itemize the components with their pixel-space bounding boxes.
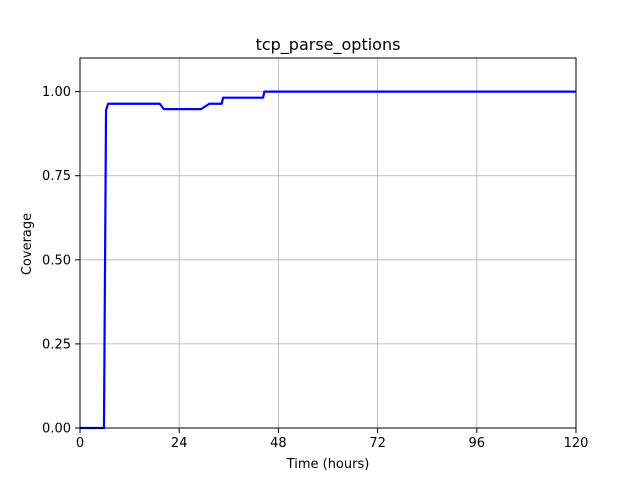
y-tick-label: 1.00 xyxy=(42,85,71,100)
y-axis: 0.00 0.25 0.50 0.75 1.00 xyxy=(42,85,80,437)
y-tick-label: 0.00 xyxy=(42,422,71,437)
x-axis: 0 24 48 72 96 120 xyxy=(76,428,589,451)
x-axis-label: Time (hours) xyxy=(286,457,370,472)
plot-frame xyxy=(79,57,577,429)
y-tick-label: 0.50 xyxy=(42,253,71,268)
y-axis-label: Coverage xyxy=(20,213,35,275)
x-tick-label: 120 xyxy=(564,436,589,451)
y-tick-label: 0.75 xyxy=(42,169,71,184)
grid xyxy=(79,58,577,429)
y-tick-label: 0.25 xyxy=(42,337,71,352)
x-tick-label: 24 xyxy=(171,436,188,451)
x-tick-label: 0 xyxy=(76,436,84,451)
chart-title: tcp_parse_options xyxy=(256,35,401,55)
x-tick-label: 72 xyxy=(369,436,386,451)
series-layer xyxy=(80,90,576,430)
x-tick-label: 48 xyxy=(270,436,287,451)
x-tick-label: 96 xyxy=(469,436,486,451)
series-line xyxy=(80,90,576,430)
